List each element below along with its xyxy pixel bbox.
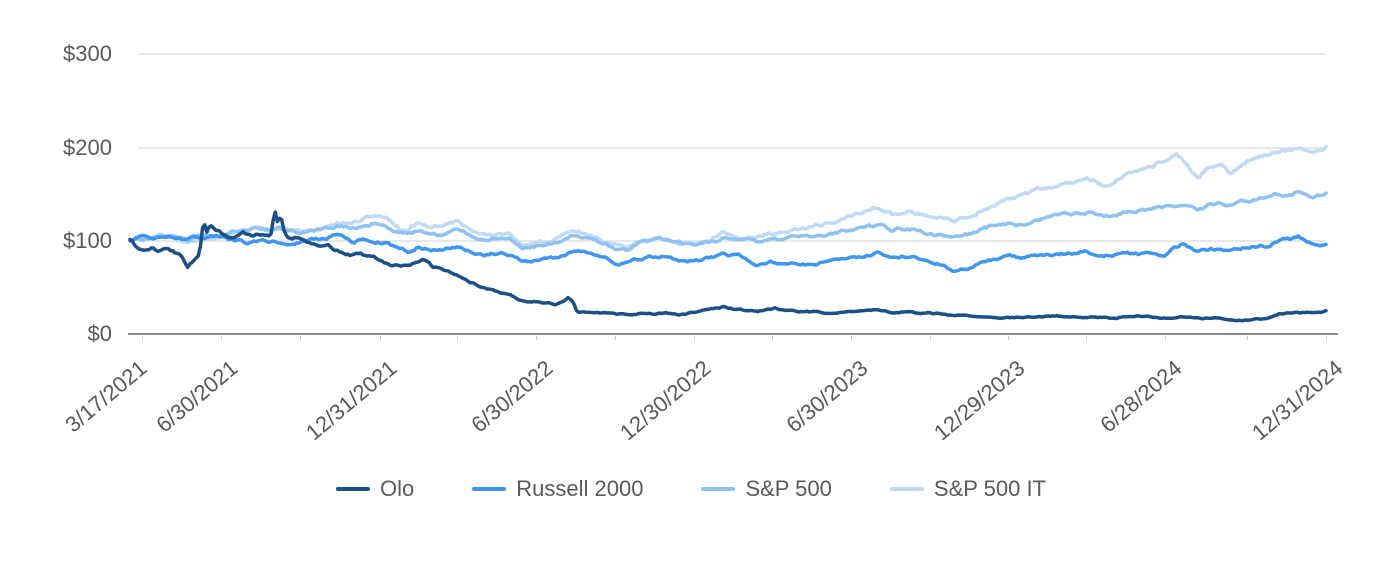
gridline xyxy=(138,147,1326,149)
legend-label: Olo xyxy=(380,476,415,501)
legend-label: Russell 2000 xyxy=(516,476,644,501)
y-tick-label: $0 xyxy=(87,321,112,346)
y-tick-label: $300 xyxy=(63,41,112,66)
x-minor-tick xyxy=(300,336,301,340)
legend-item: Olo xyxy=(336,476,414,502)
x-minor-tick xyxy=(1008,336,1009,340)
legend-swatch xyxy=(701,487,736,491)
x-minor-tick xyxy=(1086,336,1087,340)
legend-item: Russell 2000 xyxy=(472,476,643,502)
series-line-s-p-500 xyxy=(128,190,1328,253)
x-minor-tick xyxy=(457,336,458,340)
legend-item: S&P 500 xyxy=(701,476,832,502)
x-minor-tick xyxy=(221,336,222,340)
legend-swatch xyxy=(889,487,924,491)
x-minor-tick xyxy=(694,336,695,340)
x-minor-tick xyxy=(851,336,852,340)
x-minor-tick xyxy=(615,336,616,340)
legend-item: S&P 500 IT xyxy=(889,476,1046,502)
x-minor-tick xyxy=(142,336,143,340)
legend-swatch xyxy=(336,487,370,491)
legend-swatch xyxy=(472,487,507,491)
y-tick-label: $100 xyxy=(63,228,112,253)
x-minor-tick xyxy=(1165,336,1166,340)
x-minor-tick xyxy=(536,336,537,340)
x-minor-tick xyxy=(772,336,773,340)
series-line-s-p-500-it xyxy=(128,145,1328,250)
y-tick-label: $200 xyxy=(63,135,112,160)
x-axis-line xyxy=(128,333,1338,335)
x-minor-tick xyxy=(930,336,931,340)
series-line-russell-2000 xyxy=(128,232,1328,274)
legend-label: S&P 500 IT xyxy=(933,476,1046,501)
x-minor-tick xyxy=(1326,336,1327,340)
gridline xyxy=(138,53,1326,55)
x-minor-tick xyxy=(1247,336,1248,340)
x-minor-tick xyxy=(380,336,381,340)
series-line-olo xyxy=(128,210,1328,323)
chart-legend: Olo Russell 2000 S&P 500 S&P 500 IT xyxy=(0,476,1382,502)
legend-label: S&P 500 xyxy=(745,476,832,501)
